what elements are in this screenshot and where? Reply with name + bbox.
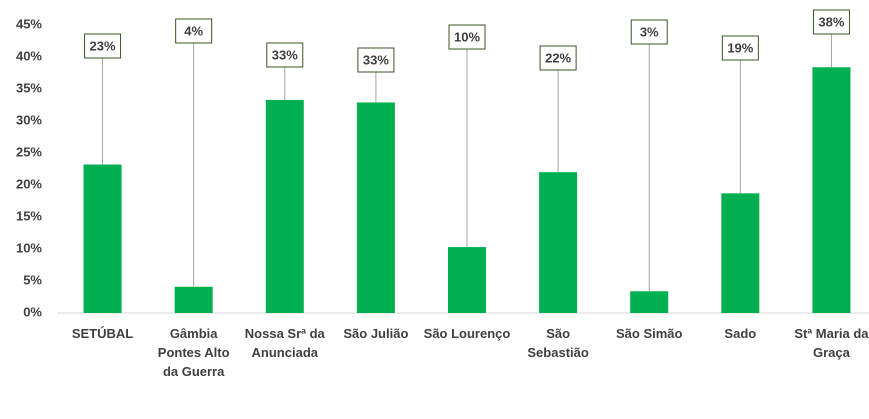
data-label-box xyxy=(812,9,850,35)
data-label: 38% xyxy=(818,14,844,29)
data-label-box xyxy=(448,24,486,50)
y-tick-label: 40% xyxy=(16,48,42,63)
data-label: 19% xyxy=(727,40,753,55)
x-tick-label: Stª Maria da Graça xyxy=(794,326,869,360)
data-label-box xyxy=(721,35,759,61)
x-tick-label: Sado xyxy=(724,326,757,341)
bar xyxy=(539,172,578,313)
data-label-box xyxy=(357,47,395,73)
y-tick-label: 15% xyxy=(16,208,42,223)
bar xyxy=(265,99,304,313)
data-label-box xyxy=(266,42,304,68)
x-tick-label: São Lourenço xyxy=(423,326,511,341)
y-tick-label: 5% xyxy=(23,272,42,287)
data-label: 33% xyxy=(363,52,389,67)
x-tick-label: São Sebastião xyxy=(527,326,589,360)
x-tick-label: São Simão xyxy=(615,326,683,341)
bar xyxy=(812,67,851,314)
x-tick-label: Gâmbia Pontes Alto da Guerra xyxy=(157,326,230,379)
bar xyxy=(83,164,122,313)
x-tick-label: São Julião xyxy=(343,326,409,341)
data-label: 22% xyxy=(545,50,571,65)
y-tick-label: 35% xyxy=(16,80,42,95)
bar xyxy=(630,291,669,313)
y-tick-label: 25% xyxy=(16,144,42,159)
y-tick-label: 0% xyxy=(23,304,42,319)
y-tick-label: 10% xyxy=(16,240,42,255)
data-label-box xyxy=(539,45,577,71)
bar xyxy=(448,247,486,313)
y-tick-label: 45% xyxy=(16,16,42,31)
data-label: 33% xyxy=(272,47,298,62)
x-tick-label: SETÚBAL xyxy=(71,326,134,341)
bar xyxy=(721,193,760,313)
y-tick-label: 20% xyxy=(16,176,42,191)
data-label: 4% xyxy=(184,23,203,38)
bar xyxy=(356,102,395,313)
data-label-box xyxy=(630,19,668,45)
data-label: 3% xyxy=(640,24,659,39)
x-tick-label: Nossa Srª da Anunciada xyxy=(244,326,325,360)
data-label: 23% xyxy=(90,38,116,53)
bar xyxy=(174,286,213,313)
data-label: 10% xyxy=(454,29,480,44)
data-label-box xyxy=(175,18,213,44)
y-tick-label: 30% xyxy=(16,112,42,127)
data-label-box xyxy=(84,33,122,59)
